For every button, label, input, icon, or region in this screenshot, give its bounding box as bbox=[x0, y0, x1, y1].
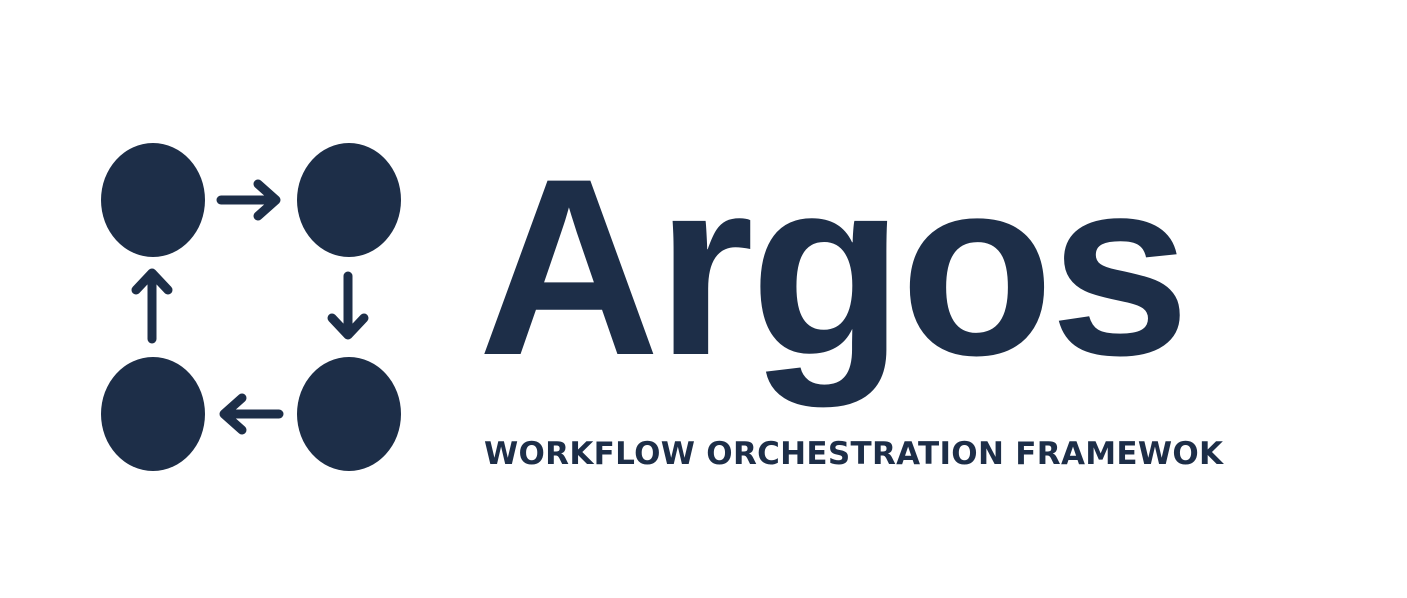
brand-wordmark: Argos bbox=[478, 127, 1190, 408]
brand-tagline: WORKFLOW ORCHESTRATION FRAMEWOK bbox=[484, 436, 1224, 472]
left-arrow-icon bbox=[219, 393, 284, 435]
workflow-cycle-icon bbox=[101, 143, 401, 471]
up-arrow-icon bbox=[131, 268, 173, 344]
node-bottom-left bbox=[101, 357, 205, 471]
node-top-right bbox=[297, 143, 401, 257]
node-top-left bbox=[101, 143, 205, 257]
right-arrow-icon bbox=[216, 179, 281, 221]
node-bottom-right bbox=[297, 357, 401, 471]
down-arrow-icon bbox=[327, 271, 369, 340]
